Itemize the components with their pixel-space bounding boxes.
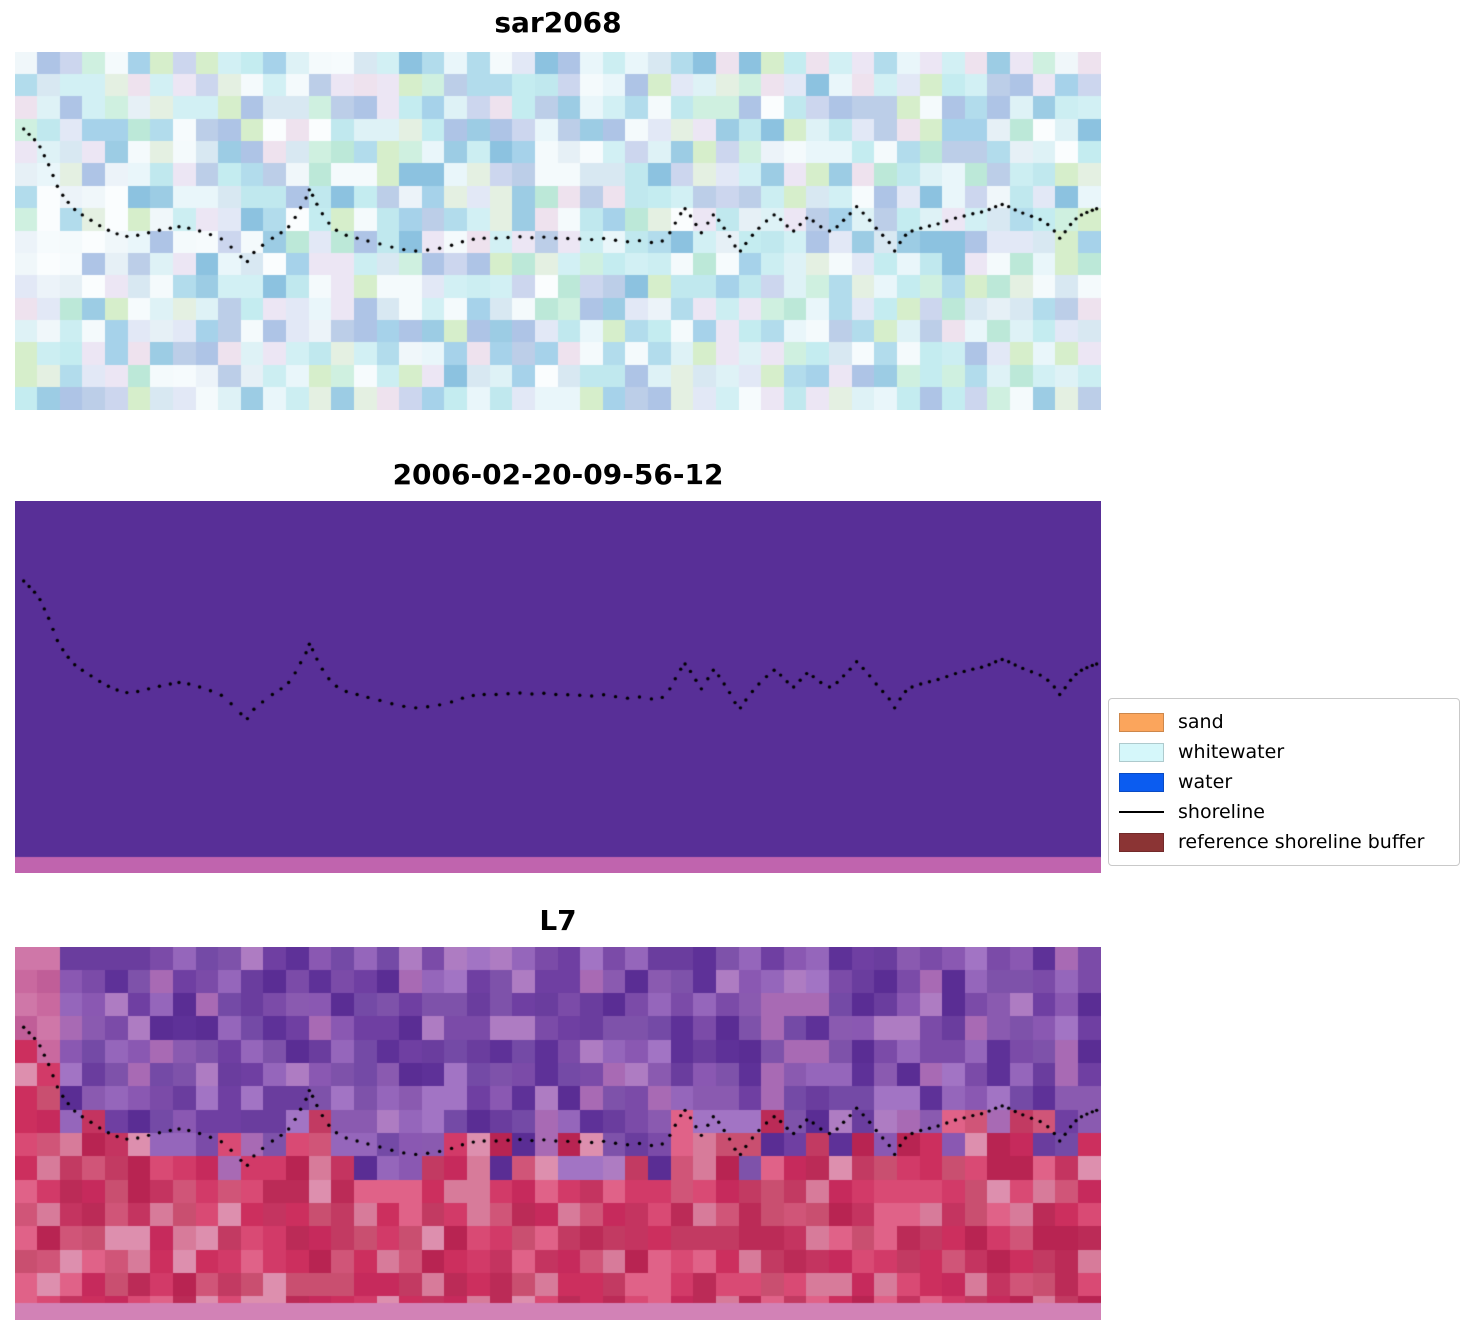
sand-swatch <box>1119 712 1164 732</box>
reference-shoreline-buffer-swatch <box>1119 832 1164 852</box>
legend-item-water: water <box>1119 767 1449 797</box>
water-swatch <box>1119 772 1164 792</box>
whitewater-swatch <box>1119 742 1164 762</box>
panel-title-sar2068: sar2068 <box>494 6 622 39</box>
legend-item-whitewater: whitewater <box>1119 737 1449 767</box>
legend: sand whitewater water shoreline referenc… <box>1108 698 1460 866</box>
sar-image-panel <box>15 52 1101 410</box>
legend-label-reference-shoreline-buffer: reference shoreline buffer <box>1178 831 1425 853</box>
shoreline-line-swatch <box>1119 803 1164 822</box>
legend-label-water: water <box>1178 771 1233 793</box>
legend-item-shoreline: shoreline <box>1119 797 1449 827</box>
legend-item-reference-shoreline-buffer: reference shoreline buffer <box>1119 827 1449 857</box>
legend-label-shoreline: shoreline <box>1178 801 1265 823</box>
l7-image-panel <box>15 947 1101 1320</box>
legend-label-sand: sand <box>1178 711 1224 733</box>
legend-item-sand: sand <box>1119 707 1449 737</box>
classification-image-panel <box>15 501 1101 873</box>
panel-title-timestamp: 2006-02-20-09-56-12 <box>392 458 724 491</box>
legend-label-whitewater: whitewater <box>1178 741 1285 763</box>
panel-title-l7: L7 <box>539 904 577 937</box>
